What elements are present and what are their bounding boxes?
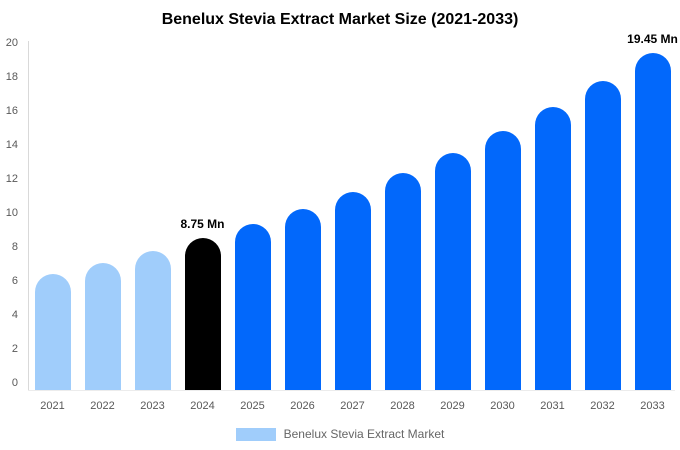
y-tick-20: 20	[5, 37, 18, 49]
legend-swatch-icon	[235, 427, 276, 441]
bar-2023[interactable]	[134, 251, 171, 390]
bar-2032[interactable]	[584, 81, 621, 390]
x-tick-2033: 2033	[640, 400, 665, 412]
y-tick-6: 6	[11, 275, 18, 287]
bar-2022[interactable]	[84, 262, 121, 390]
y-tick-8: 8	[11, 241, 18, 253]
x-axis-baseline	[28, 390, 675, 391]
x-tick-2028: 2028	[390, 400, 415, 412]
legend[interactable]: Benelux Stevia Extract Market	[0, 427, 680, 441]
y-axis-line	[28, 41, 29, 390]
bar-2027[interactable]	[334, 191, 371, 390]
bar-2029[interactable]	[434, 153, 471, 390]
legend-label: Benelux Stevia Extract Market	[283, 427, 445, 441]
x-tick-2029: 2029	[440, 400, 465, 412]
x-tick-2026: 2026	[290, 400, 315, 412]
bar-2026[interactable]	[284, 208, 321, 390]
y-tick-12: 12	[5, 173, 18, 185]
x-tick-2022: 2022	[90, 400, 115, 412]
x-tick-2030: 2030	[490, 400, 515, 412]
bar-2031[interactable]	[534, 107, 571, 390]
y-tick-4: 4	[11, 309, 18, 321]
value-label-2024: 8.75 Mn	[180, 217, 225, 232]
value-label-2033: 19.45 Mn	[627, 31, 678, 46]
x-tick-2023: 2023	[140, 400, 165, 412]
x-tick-2024: 2024	[190, 400, 215, 412]
chart-title: Benelux Stevia Extract Market Size (2021…	[161, 11, 519, 28]
bar-2025[interactable]	[234, 224, 271, 390]
bar-2028[interactable]	[384, 173, 421, 390]
bar-2021[interactable]	[34, 273, 71, 390]
y-tick-14: 14	[5, 139, 18, 151]
x-tick-2021: 2021	[40, 400, 65, 412]
x-tick-2027: 2027	[340, 400, 365, 412]
x-tick-2032: 2032	[590, 400, 615, 412]
x-tick-2025: 2025	[240, 400, 265, 412]
x-tick-2031: 2031	[540, 400, 565, 412]
bar-2033[interactable]	[634, 52, 671, 390]
y-tick-16: 16	[5, 105, 18, 117]
y-tick-2: 2	[11, 343, 18, 355]
y-tick-0: 0	[11, 377, 18, 389]
bar-2024[interactable]	[184, 238, 221, 390]
y-tick-10: 10	[5, 207, 18, 219]
y-tick-18: 18	[5, 71, 18, 83]
bar-2030[interactable]	[484, 131, 521, 390]
